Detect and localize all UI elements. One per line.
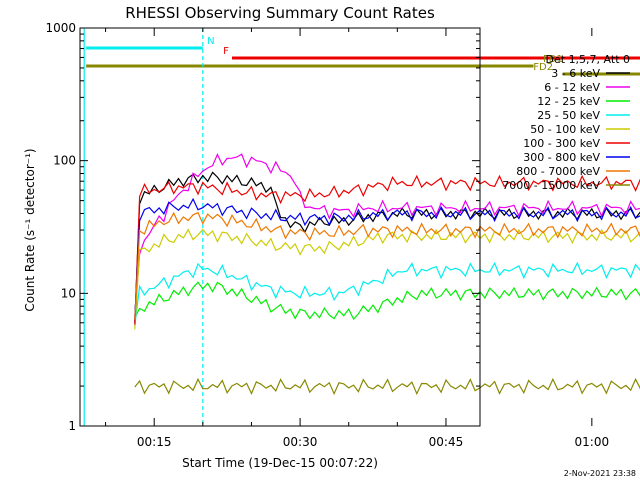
y-tick-label: 100 (53, 154, 76, 168)
series-line-0 (134, 171, 640, 323)
legend-title: Det 1,5,7, Att 0 (546, 53, 630, 66)
x-tick-label: 00:30 (283, 435, 318, 449)
footer-timestamp: 2-Nov-2021 23:38 (564, 469, 636, 478)
flag-label-n: N (207, 36, 214, 47)
chart-title: RHESSI Observing Summary Count Rates (125, 4, 435, 22)
y-axis-label: Count Rate (s⁻¹ detector⁻¹) (23, 148, 37, 311)
x-tick-label: 00:15 (137, 435, 172, 449)
series-line-5 (134, 174, 640, 325)
legend-label: 12 - 25 keV (537, 95, 600, 108)
legend-label: 25 - 50 keV (537, 109, 600, 122)
x-tick-label: 01:00 (575, 435, 610, 449)
series-line-6 (134, 197, 640, 320)
series-line-7 (134, 211, 640, 320)
legend-label: 6 - 12 keV (544, 81, 600, 94)
series-line-8 (134, 377, 640, 396)
x-tick-label: 00:45 (429, 435, 464, 449)
legend-label: 800 - 7000 keV (516, 165, 600, 178)
plot-frame (79, 27, 481, 427)
y-axis: 1 10 100 1000 (45, 21, 480, 433)
series-line-3 (134, 261, 640, 326)
vertical-markers (83, 28, 204, 426)
series-lines (134, 153, 640, 396)
legend-label: 50 - 100 keV (530, 123, 600, 136)
y-tick-label: 1000 (45, 21, 76, 35)
y-tick-label: 10 (61, 286, 76, 300)
flag-bars: NFSFD1FD2 (86, 36, 640, 76)
x-axis-label: Start Time (19-Dec-15 00:07:22) (182, 456, 378, 470)
series-line-4 (134, 228, 640, 330)
legend-label: 300 - 800 keV (523, 151, 600, 164)
legend-label: 3 - 6 keV (551, 67, 600, 80)
series-line-2 (134, 281, 640, 321)
legend-label: 100 - 300 keV (523, 137, 600, 150)
flag-label-f: F (223, 46, 229, 57)
flag-label-fd1: FD1 (543, 54, 563, 65)
flag-label-fd2: FD2 (533, 62, 553, 73)
legend-label: 7000 - 15000 keV (502, 179, 600, 192)
series-line-1 (134, 153, 640, 317)
y-tick-label: 1 (68, 419, 76, 433)
